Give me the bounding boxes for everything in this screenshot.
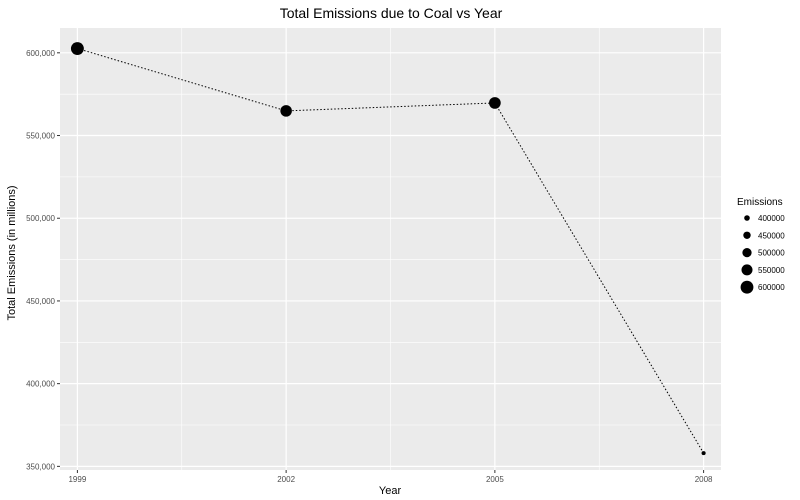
legend-label: 500000: [758, 249, 785, 258]
x-tick-label: 2005: [486, 475, 504, 484]
data-point: [280, 105, 292, 117]
data-points: [70, 42, 706, 456]
legend-title: Emissions: [737, 197, 783, 208]
grid-major: [60, 28, 721, 470]
series-line: [77, 48, 705, 454]
x-axis-ticks: 1999 2002 2005 2008: [68, 470, 713, 484]
y-tick-label: 500,000: [26, 214, 55, 223]
legend-label: 600000: [758, 283, 785, 292]
y-tick-label: 400,000: [26, 380, 55, 389]
data-point: [489, 97, 501, 109]
legend-label: 400000: [758, 214, 785, 223]
y-tick-label: 350,000: [26, 462, 55, 471]
size-legend: Emissions 400000 450000 500000 550000 600000: [737, 197, 785, 294]
grid-minor: [60, 28, 721, 470]
legend-key: [742, 248, 752, 258]
legend-items: 400000 450000 500000 550000 600000: [740, 214, 785, 294]
x-tick-label: 2002: [277, 475, 295, 484]
legend-key: [743, 231, 751, 239]
y-tick-label: 550,000: [26, 132, 55, 141]
y-tick-label: 600,000: [26, 49, 55, 58]
x-tick-label: 2008: [695, 475, 713, 484]
legend-key: [744, 215, 750, 221]
legend-label: 450000: [758, 231, 785, 240]
x-axis-label: Year: [379, 485, 402, 497]
legend-label: 550000: [758, 266, 785, 275]
legend-key: [740, 280, 754, 294]
y-tick-label: 450,000: [26, 297, 55, 306]
data-point: [701, 451, 706, 456]
x-tick-label: 1999: [68, 475, 86, 484]
y-axis-label: Total Emissions (in millions): [6, 185, 18, 320]
y-axis-ticks: 350,000 400,000 450,000 500,000 550,000 600,0…: [26, 49, 60, 471]
chart-title: Total Emissions due to Coal vs Year: [280, 5, 503, 21]
data-point: [70, 42, 84, 55]
series-path: [77, 48, 705, 454]
legend-key: [741, 264, 753, 276]
